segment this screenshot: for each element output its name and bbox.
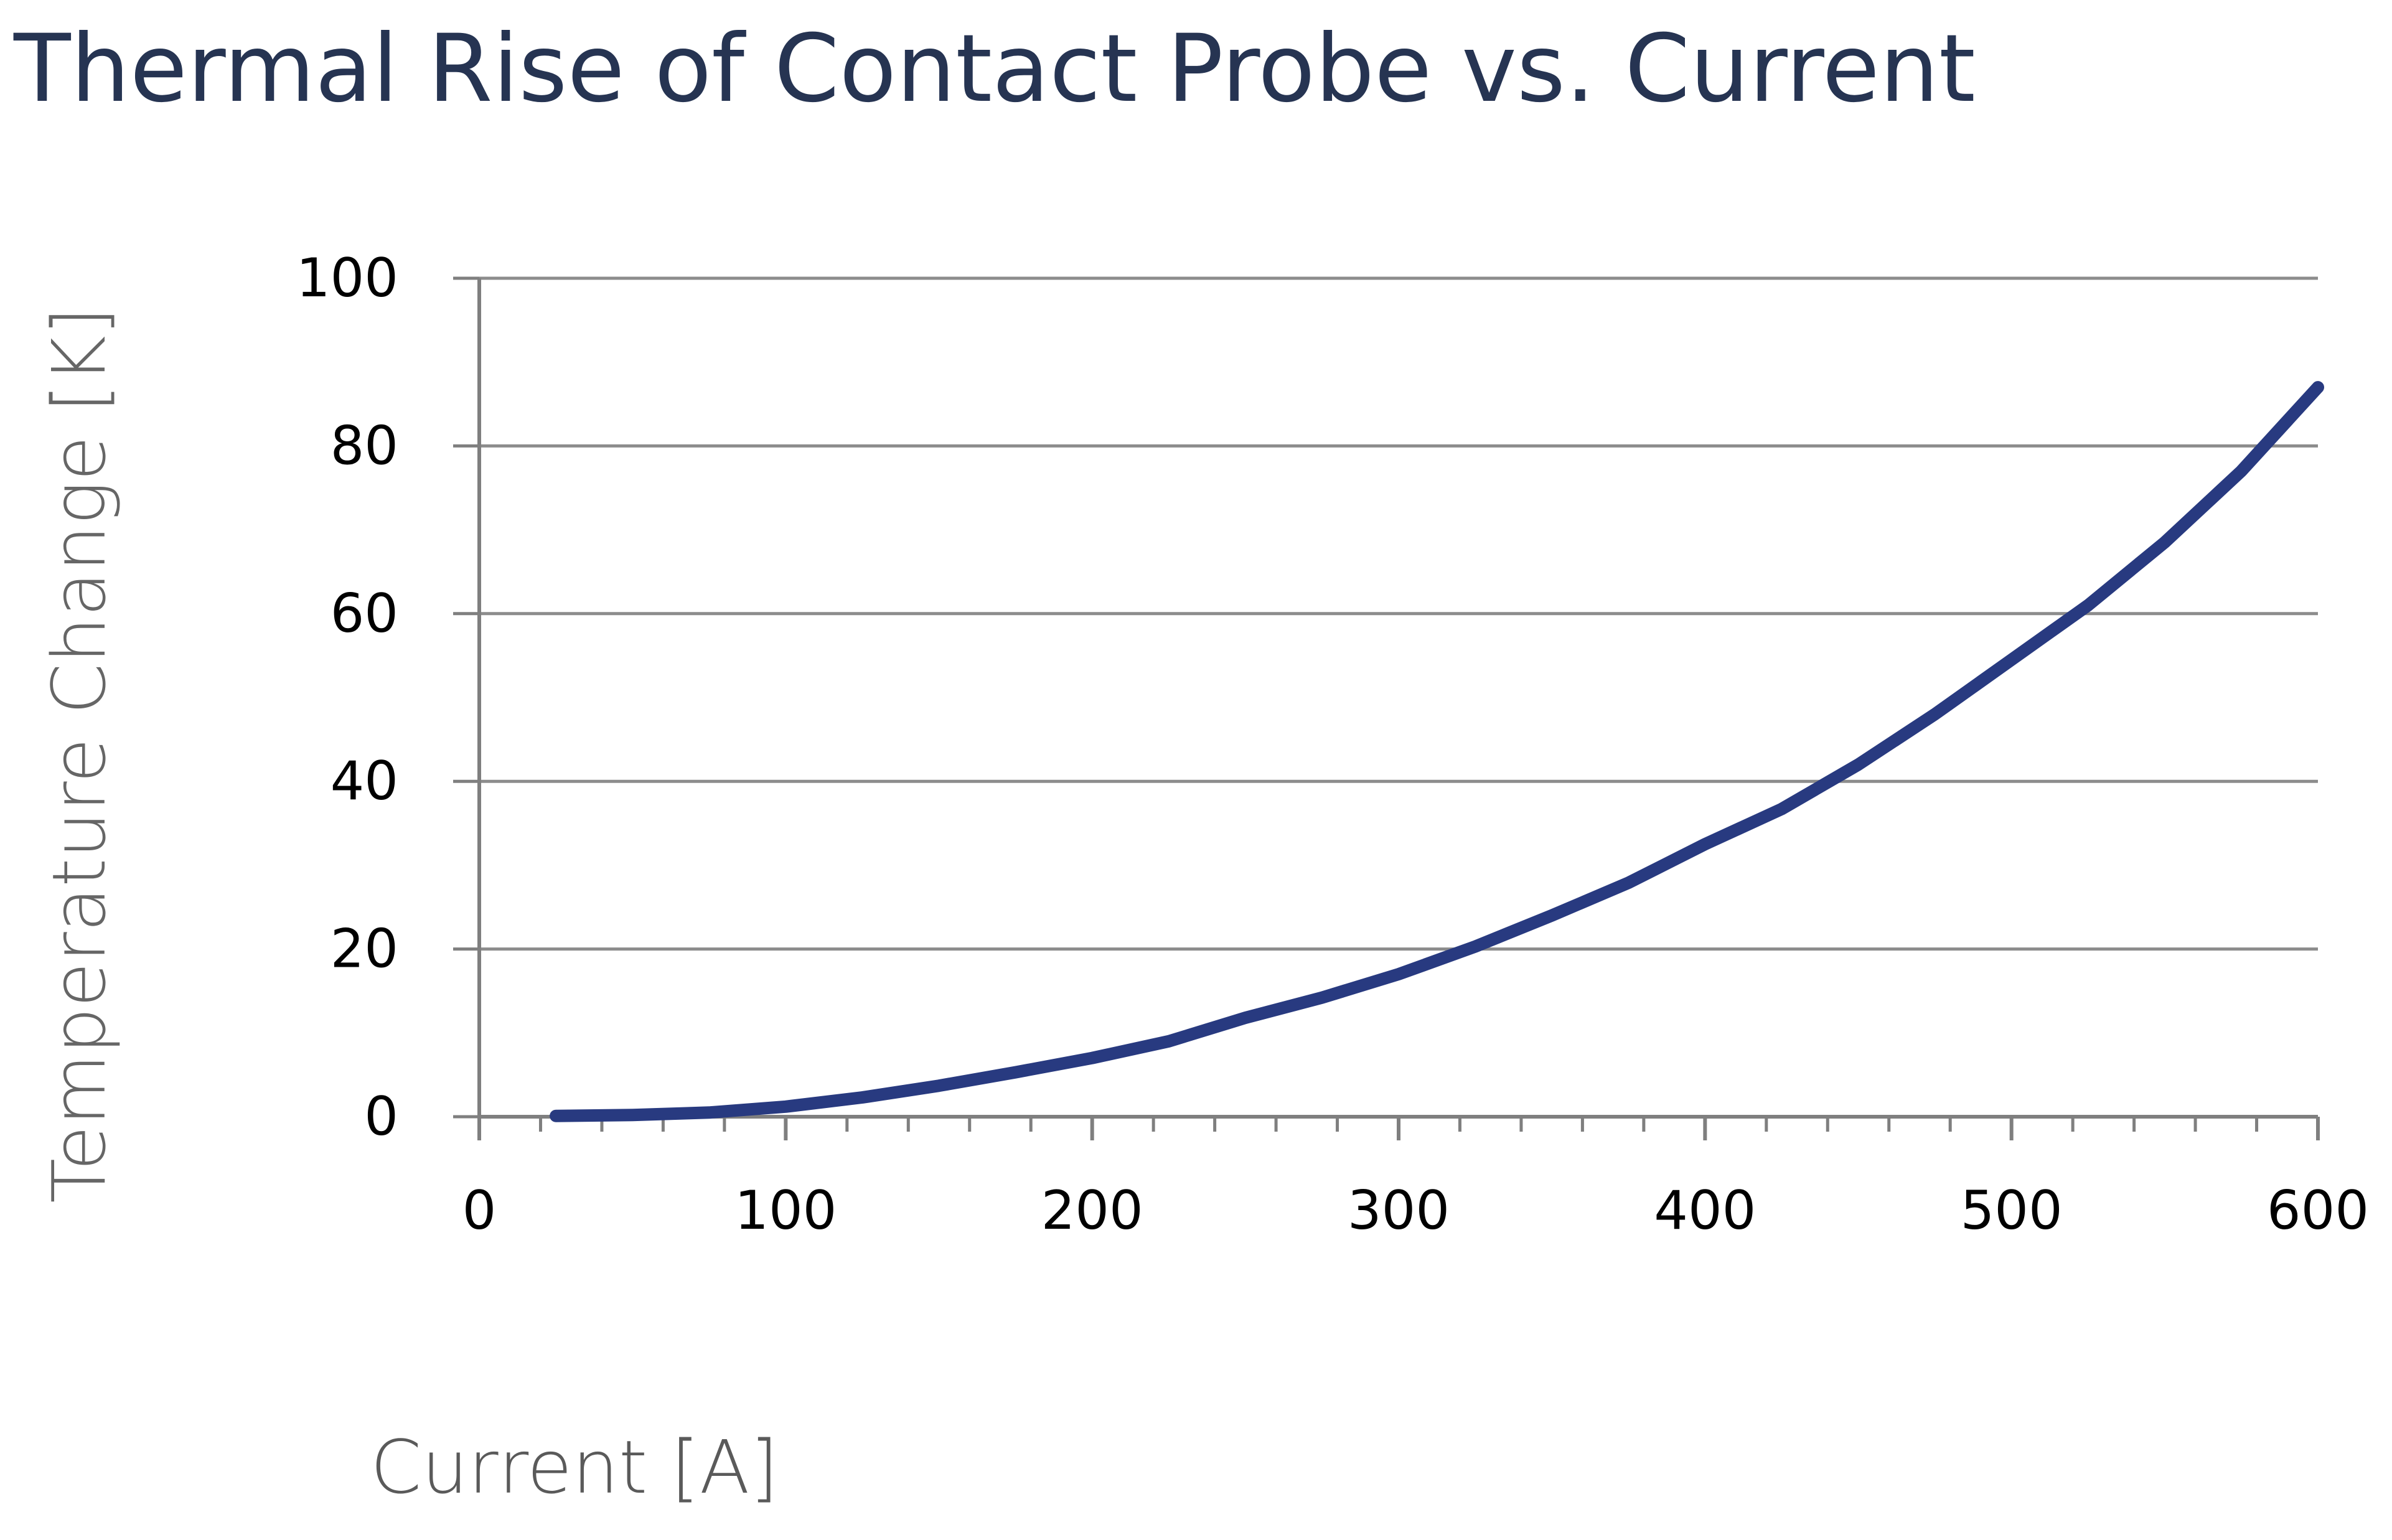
x-tick-label: 100: [734, 1180, 837, 1242]
y-tick-label: 0: [364, 1086, 398, 1148]
y-tick-label: 40: [331, 750, 398, 812]
y-tick-label: 100: [296, 247, 398, 309]
series-layer: [550, 381, 2324, 1122]
tick-labels: 0 20 40 60 80 100 0 100 200 300 400 500 600: [296, 247, 2369, 1242]
x-axis-title: Current [A]: [370, 1424, 779, 1510]
series-line: [550, 381, 2324, 1122]
x-tick-label: 300: [1348, 1180, 1450, 1242]
grid-lines: [479, 276, 2318, 951]
y-tick-label: 20: [331, 918, 398, 980]
x-tick-label: 200: [1041, 1180, 1143, 1242]
axes: [453, 276, 2320, 1140]
y-tick-label: 80: [331, 415, 398, 477]
x-tick-label: 600: [2267, 1180, 2369, 1242]
y-axis-title: Temperature Change [K]: [36, 307, 122, 1203]
x-tick-label: 400: [1654, 1180, 1756, 1242]
y-tick-label: 60: [331, 583, 398, 645]
chart-title: Thermal Rise of Contact Probe vs. Curren…: [14, 15, 1976, 123]
x-tick-label: 500: [1961, 1180, 2063, 1242]
x-tick-label: 0: [462, 1180, 497, 1242]
